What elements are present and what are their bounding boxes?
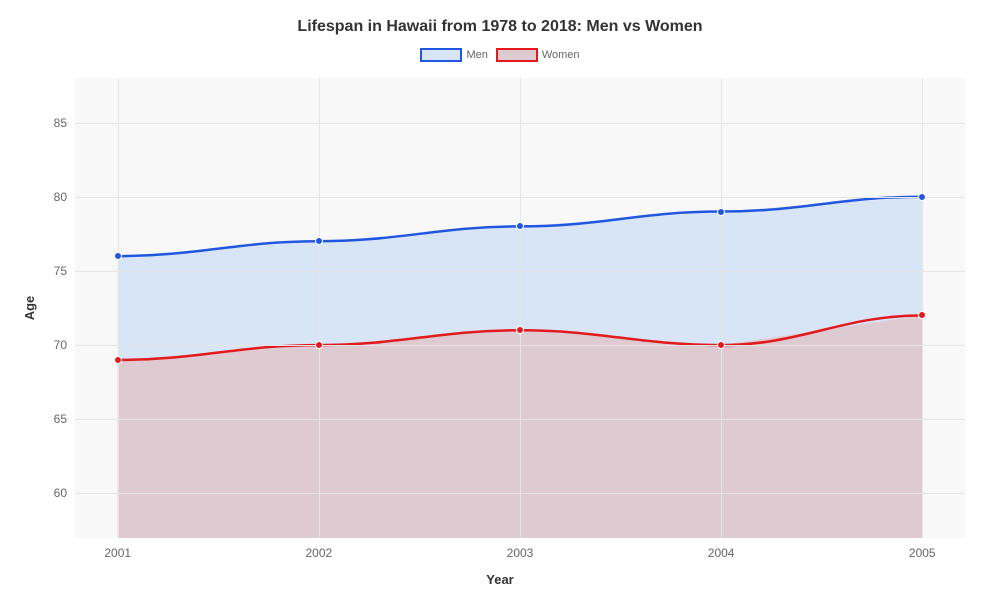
legend-item-men[interactable]: Men — [420, 48, 487, 62]
data-point-men[interactable] — [918, 193, 926, 201]
grid-line-x — [319, 78, 320, 538]
data-point-men[interactable] — [516, 222, 524, 230]
x-tick-label: 2003 — [507, 538, 534, 560]
x-tick-label: 2002 — [306, 538, 333, 560]
data-point-women[interactable] — [315, 341, 323, 349]
legend-label-men: Men — [466, 49, 487, 61]
data-point-women[interactable] — [114, 356, 122, 364]
legend-swatch-women — [496, 48, 538, 62]
y-axis-title: Age — [22, 296, 37, 321]
y-tick-label: 80 — [54, 190, 75, 204]
x-axis-title: Year — [486, 572, 513, 587]
data-point-women[interactable] — [717, 341, 725, 349]
y-tick-label: 65 — [54, 412, 75, 426]
legend-swatch-men — [420, 48, 462, 62]
plot-area: 60657075808520012002200320042005 — [75, 78, 965, 538]
data-point-women[interactable] — [516, 326, 524, 334]
grid-line-x — [520, 78, 521, 538]
grid-line-x — [118, 78, 119, 538]
x-tick-label: 2005 — [909, 538, 936, 560]
x-tick-label: 2001 — [104, 538, 131, 560]
y-tick-label: 75 — [54, 264, 75, 278]
x-tick-label: 2004 — [708, 538, 735, 560]
data-point-men[interactable] — [717, 208, 725, 216]
chart-title: Lifespan in Hawaii from 1978 to 2018: Me… — [0, 18, 1000, 36]
data-point-men[interactable] — [114, 252, 122, 260]
legend-label-women: Women — [542, 49, 580, 61]
y-tick-label: 85 — [54, 116, 75, 130]
grid-line-x — [721, 78, 722, 538]
legend-item-women[interactable]: Women — [496, 48, 580, 62]
y-tick-label: 60 — [54, 486, 75, 500]
y-tick-label: 70 — [54, 338, 75, 352]
data-point-women[interactable] — [918, 311, 926, 319]
grid-line-x — [922, 78, 923, 538]
data-point-men[interactable] — [315, 237, 323, 245]
legend: Men Women — [0, 48, 1000, 62]
